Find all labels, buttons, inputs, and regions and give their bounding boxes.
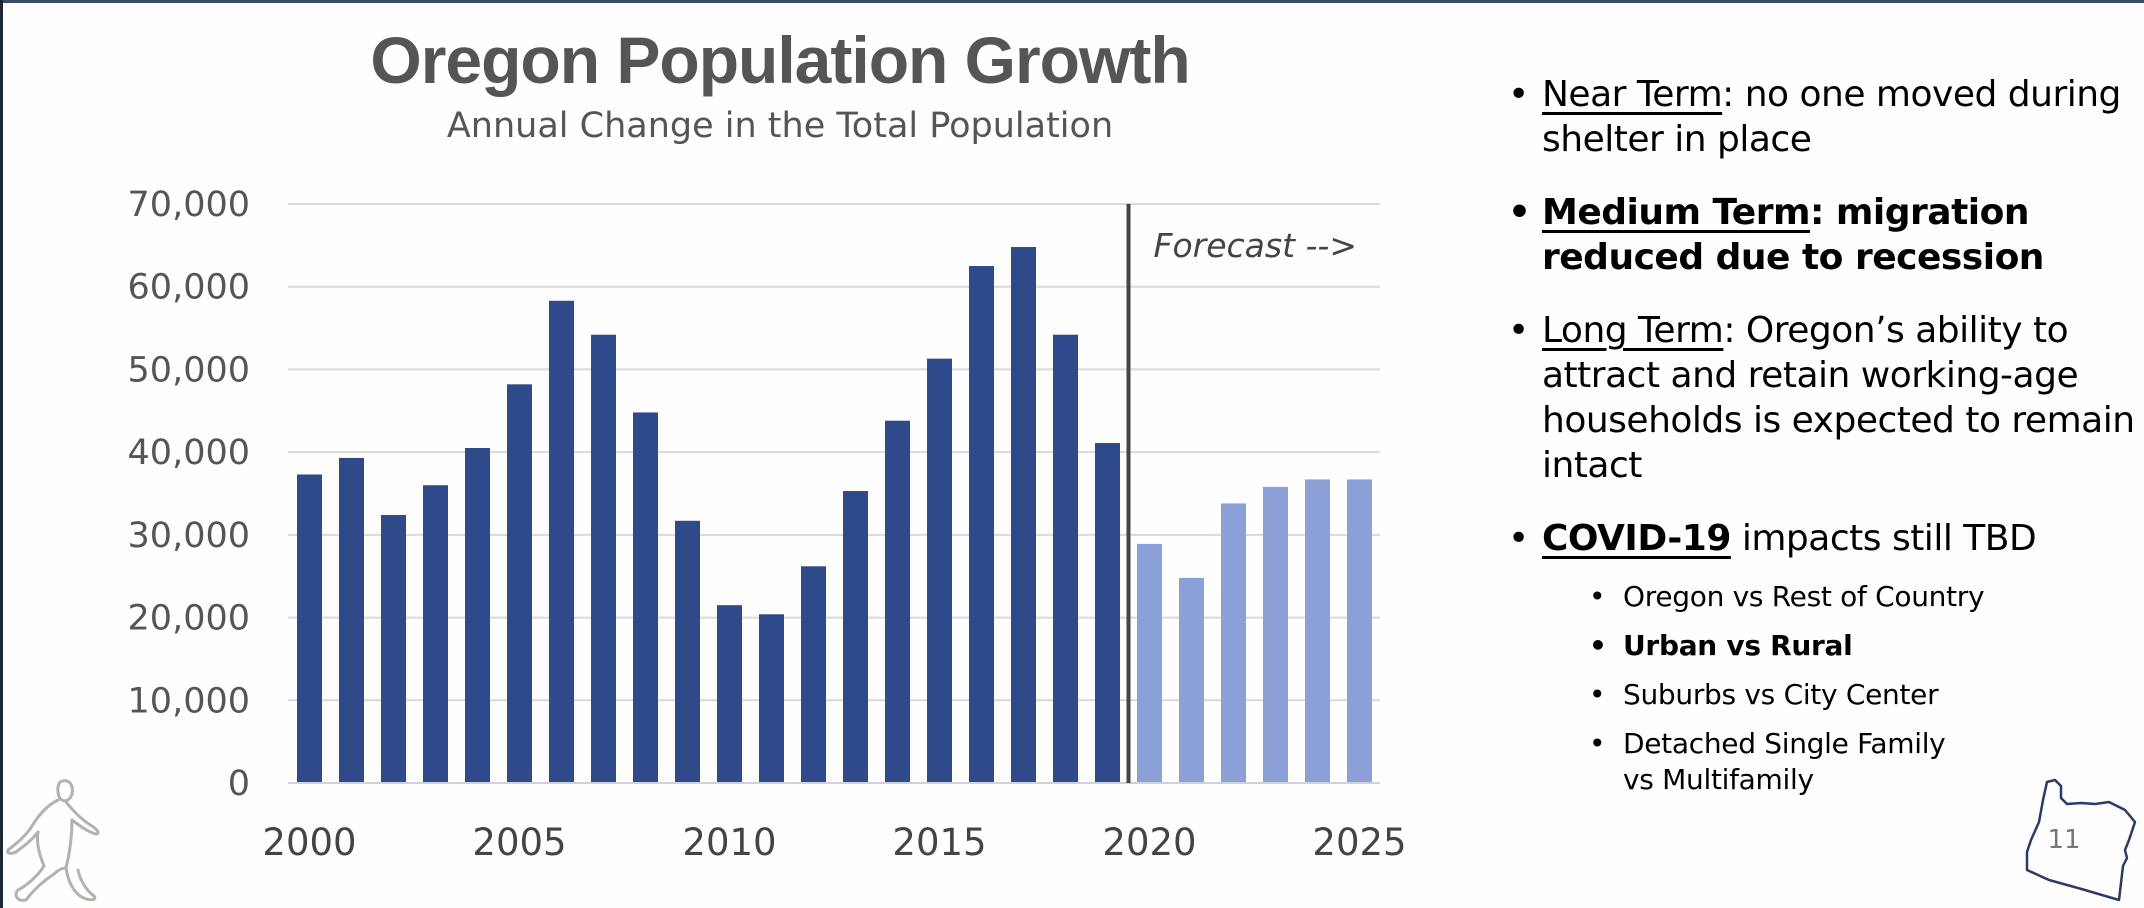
bullet-text: : no one moved during shelter in place <box>1542 74 2121 160</box>
bar-2025 <box>1347 479 1372 783</box>
x-tick-label: 2015 <box>892 821 986 864</box>
y-tick-label: 60,000 <box>128 268 250 308</box>
gridlines <box>288 203 1380 702</box>
bullet-near-term: Near Term: no one moved during shelter i… <box>1508 72 2138 162</box>
forecast-label: Forecast --> <box>1154 226 1358 265</box>
x-tick-label: 2025 <box>1312 821 1406 864</box>
bar-chart: 0 10,000 20,000 30,000 40,000 50,000 60,000 70,… <box>128 185 1407 864</box>
bullet-list: Near Term: no one moved during shelter i… <box>1508 72 2138 811</box>
x-tick-label: 2020 <box>1102 821 1196 864</box>
y-tick-label: 70,000 <box>128 185 250 225</box>
sub-bullet-list: Oregon vs Rest of Country Urban vs Rural… <box>1508 579 2138 798</box>
x-axis-labels: 2000 2005 2010 2015 2020 2025 <box>262 821 1406 864</box>
bar-2012 <box>801 566 826 783</box>
bars <box>297 247 1372 784</box>
y-tick-label: 20,000 <box>128 599 250 639</box>
chart-title: Oregon Population Growth <box>370 23 1190 97</box>
y-tick-label: 50,000 <box>128 350 250 390</box>
bar-2022 <box>1221 503 1246 783</box>
bar-2000 <box>297 474 322 783</box>
sub-bullet: Oregon vs Rest of Country <box>1589 579 2138 615</box>
bar-2024 <box>1305 479 1330 783</box>
bar-2007 <box>591 334 616 783</box>
bar-2023 <box>1263 486 1288 783</box>
bar-2014 <box>885 420 910 783</box>
bullet-lead: Long Term <box>1542 310 1724 351</box>
x-tick-label: 2005 <box>472 821 566 864</box>
bullet-lead: COVID-19 <box>1542 518 1731 559</box>
bar-2020 <box>1137 543 1162 783</box>
y-tick-label: 30,000 <box>128 516 250 556</box>
bullet-lead: Medium Term <box>1542 192 1810 233</box>
slide-left-border <box>0 0 3 908</box>
bullet-text: impacts still TBD <box>1730 518 2037 559</box>
y-tick-label: 40,000 <box>128 433 250 473</box>
bullet-lead: Near Term <box>1542 74 1723 115</box>
bar-2015 <box>927 358 952 783</box>
bar-2002 <box>381 515 406 783</box>
bar-2019 <box>1095 443 1120 783</box>
bar-2009 <box>675 520 700 783</box>
bar-2006 <box>549 300 574 783</box>
bar-2011 <box>759 614 784 783</box>
x-tick-label: 2000 <box>262 821 356 864</box>
bar-2004 <box>465 448 490 783</box>
bar-2021 <box>1179 577 1204 783</box>
bullet-medium-term: Medium Term: migration reduced due to re… <box>1508 190 2138 280</box>
slide-top-border <box>0 0 2144 3</box>
sub-bullet: Urban vs Rural <box>1589 628 2138 664</box>
bar-2010 <box>717 605 742 783</box>
y-tick-label: 10,000 <box>128 681 250 721</box>
bar-2018 <box>1053 334 1078 783</box>
sub-bullet: Detached Single Family vs Multifamily <box>1589 726 1953 798</box>
bar-2013 <box>843 491 868 783</box>
bar-2001 <box>339 457 364 783</box>
oregon-outline-icon <box>2025 778 2137 902</box>
y-axis-labels: 0 10,000 20,000 30,000 40,000 50,000 60,000 70,… <box>128 185 250 804</box>
bullet-long-term: Long Term: Oregon’s ability to attract a… <box>1508 308 2138 488</box>
bar-2016 <box>969 266 994 783</box>
bar-2008 <box>633 412 658 783</box>
page-number: 11 <box>2047 825 2081 855</box>
bigfoot-icon <box>6 779 100 902</box>
x-tick-label: 2010 <box>682 821 776 864</box>
chart-subtitle: Annual Change in the Total Population <box>446 106 1114 146</box>
bullet-covid: COVID-19 impacts still TBD <box>1508 516 2138 561</box>
bullet-text: : Oregon’s ability to attract and retain… <box>1542 310 2135 486</box>
bullet-text: : migration reduced due to recession <box>1542 192 2044 278</box>
bar-2017 <box>1011 247 1036 784</box>
y-tick-label: 0 <box>228 764 250 804</box>
sub-bullet: Suburbs vs City Center <box>1589 677 2138 713</box>
bar-2005 <box>507 384 532 783</box>
bar-2003 <box>423 485 448 783</box>
